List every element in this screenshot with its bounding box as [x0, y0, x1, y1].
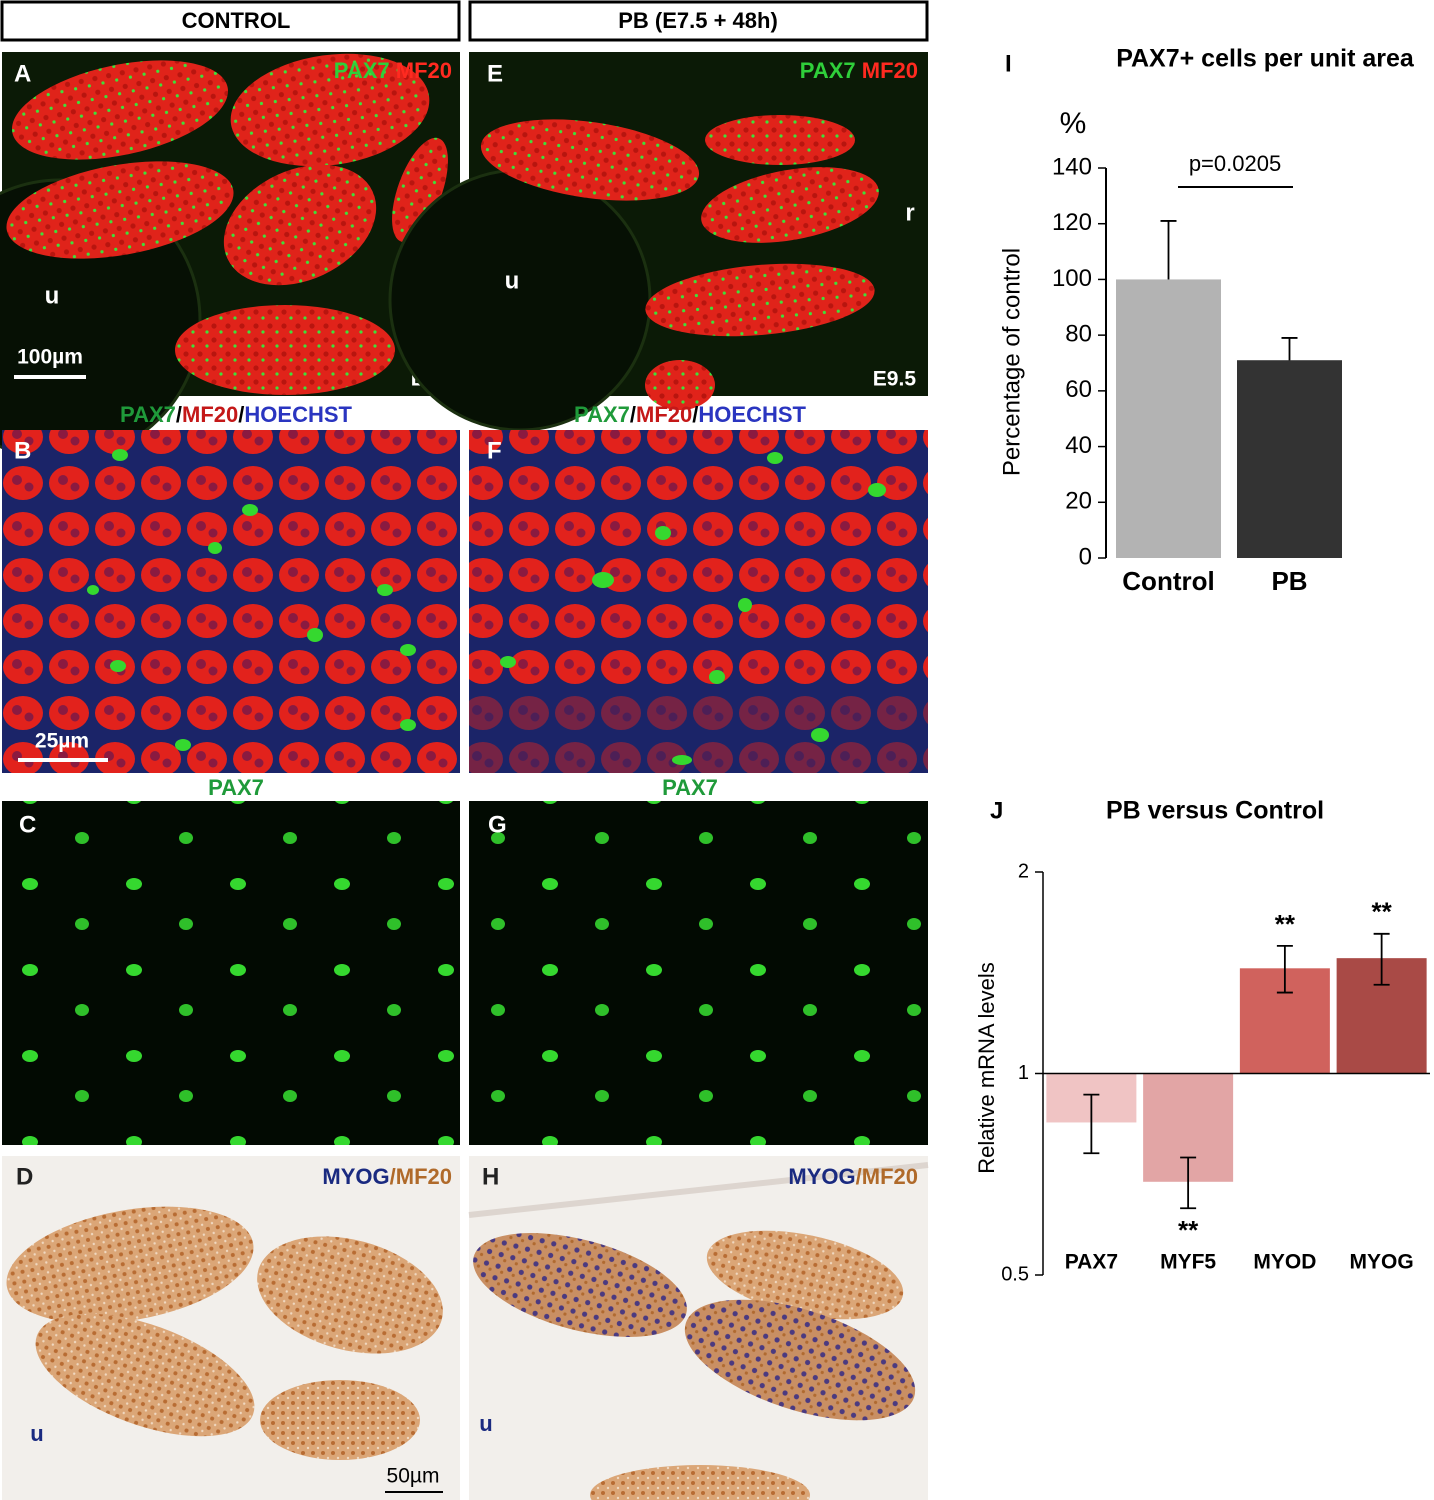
region-label: u [479, 1411, 492, 1436]
panel-g: G [469, 801, 928, 1145]
significance-label: ** [1178, 1215, 1199, 1245]
region-label: u [30, 1421, 43, 1446]
x-tick-label: PB [1271, 566, 1307, 596]
region-label: u [505, 267, 520, 294]
column-header: PB (E7.5 + 48h) [618, 8, 778, 33]
bar [1237, 360, 1342, 558]
panel-letter: E [487, 60, 503, 87]
y-tick-label: 140 [1052, 153, 1092, 180]
y-tick-label: 1 [1018, 1062, 1029, 1084]
region-label: r [905, 199, 914, 226]
stain: MF20 [862, 58, 918, 83]
y-tick-label: 120 [1052, 209, 1092, 236]
region-label: u [45, 282, 60, 309]
stain: HOECHST [698, 402, 806, 427]
panel-a: A PAX7 MF20 u r 100µm E9.5 [0, 52, 460, 462]
caption: PAX7/MF20/HOECHST [574, 402, 806, 427]
x-tick-label: MYOG [1350, 1251, 1414, 1274]
stain: HOECHST [244, 402, 352, 427]
panel-letter: D [16, 1163, 33, 1190]
x-tick-label: Control [1122, 566, 1214, 596]
chart-title: PB versus Control [1106, 797, 1324, 825]
y-tick-label: 20 [1065, 488, 1092, 515]
scale-label: 50µm [387, 1465, 440, 1488]
y-tick-label: 0 [1079, 543, 1092, 570]
stain: PAX7 [334, 58, 390, 83]
panel-f: F [469, 430, 928, 773]
y-tick-label: 0.5 [1001, 1263, 1029, 1285]
stain: / [238, 402, 244, 427]
stain: MF20 [396, 1164, 452, 1189]
stain: PAX7 [120, 402, 176, 427]
p-value: p=0.0205 [1189, 151, 1281, 176]
y-tick-label: 100 [1052, 265, 1092, 292]
panel-letter: B [14, 437, 31, 464]
panel-letter: G [488, 811, 507, 838]
panel-letter: A [14, 60, 31, 87]
caption: PAX7 [662, 775, 718, 800]
panel-b: B 25µm [2, 430, 460, 773]
stain: MYOG [322, 1164, 389, 1189]
stain: MF20 [862, 1164, 918, 1189]
stain: / [176, 402, 182, 427]
error-bar [1180, 1156, 1197, 1210]
stain: / [390, 1164, 396, 1189]
stain: PAX7 [574, 402, 630, 427]
caption: PAX7/MF20/HOECHST [120, 402, 352, 427]
x-tick-label: MYOD [1253, 1251, 1316, 1274]
panel-d: D MYOG/MF20 u 50µm [2, 1156, 460, 1500]
stain: MF20 [182, 402, 238, 427]
scale-label: 25µm [35, 730, 89, 753]
stain-label: MYOG/MF20 [322, 1164, 452, 1189]
header-box [0, 0, 461, 42]
error-bar [1083, 1093, 1100, 1155]
panel-letter: H [482, 1163, 499, 1190]
stain: MYOG [788, 1164, 855, 1189]
stain-label: MYOG/MF20 [788, 1164, 918, 1189]
stain-label: PAX7 MF20 [800, 58, 918, 83]
y-axis-label: Relative mRNA levels [974, 962, 999, 1174]
stage-label: E9.5 [873, 368, 917, 391]
caption: PAX7 [208, 775, 264, 800]
panel-letter: C [19, 811, 36, 838]
x-tick-label: MYF5 [1160, 1251, 1216, 1274]
y-tick-label: 60 [1065, 376, 1092, 403]
stain: PAX7 [800, 58, 856, 83]
stain-label: PAX7 MF20 [334, 58, 452, 83]
unit-label: % [1060, 107, 1087, 140]
stain: / [692, 402, 698, 427]
y-tick-label: 40 [1065, 432, 1092, 459]
error-bar [1373, 932, 1390, 986]
panel-h: H MYOG/MF20 u [468, 1156, 929, 1500]
stain: MF20 [396, 58, 452, 83]
stain: / [856, 1164, 862, 1189]
column-header: CONTROL [182, 8, 291, 33]
panel-letter: F [487, 437, 502, 464]
stain: MF20 [636, 402, 692, 427]
panel-letter: I [1005, 50, 1012, 77]
bar [1116, 279, 1221, 558]
stain: / [630, 402, 636, 427]
significance-label: ** [1372, 897, 1393, 927]
panel-e: E PAX7 MF20 u r E9.5 [388, 52, 928, 432]
header-box [468, 0, 929, 42]
y-tick-label: 80 [1065, 320, 1092, 347]
y-axis-label: Percentage of control [998, 248, 1025, 476]
chart-title: PAX7+ cells per unit area [1116, 45, 1415, 73]
panel-letter: J [990, 797, 1003, 824]
panel-c: C [2, 801, 460, 1145]
y-tick-label: 2 [1018, 860, 1029, 882]
error-bar [1276, 945, 1293, 994]
significance-label: ** [1275, 909, 1296, 939]
x-tick-label: PAX7 [1065, 1251, 1118, 1274]
scale-label: 100µm [17, 346, 83, 369]
